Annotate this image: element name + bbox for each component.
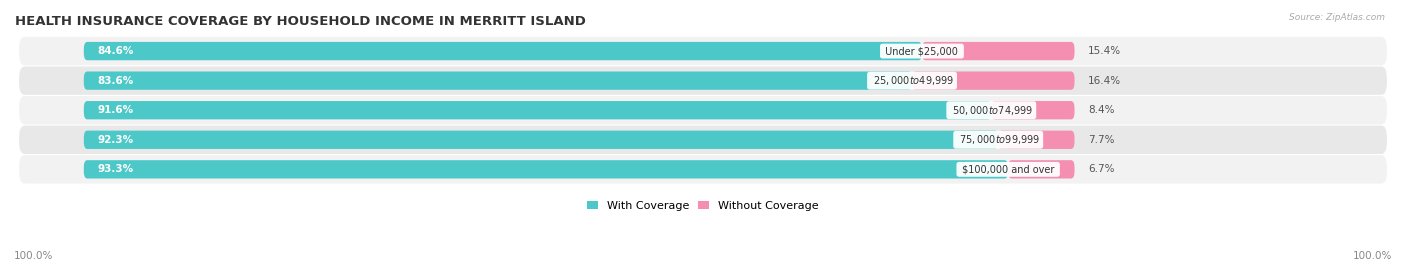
Text: 92.3%: 92.3% [97, 135, 134, 145]
Text: 91.6%: 91.6% [97, 105, 134, 115]
FancyBboxPatch shape [922, 42, 1074, 60]
FancyBboxPatch shape [20, 37, 1386, 65]
FancyBboxPatch shape [84, 72, 912, 90]
Text: $25,000 to $49,999: $25,000 to $49,999 [869, 74, 955, 87]
Text: Source: ZipAtlas.com: Source: ZipAtlas.com [1289, 13, 1385, 22]
FancyBboxPatch shape [991, 101, 1074, 119]
FancyBboxPatch shape [84, 131, 998, 149]
Text: $100,000 and over: $100,000 and over [959, 164, 1057, 174]
Text: 16.4%: 16.4% [1088, 76, 1122, 86]
FancyBboxPatch shape [84, 42, 922, 60]
FancyBboxPatch shape [84, 101, 991, 119]
FancyBboxPatch shape [912, 72, 1074, 90]
Text: 100.0%: 100.0% [14, 251, 53, 261]
Text: 8.4%: 8.4% [1088, 105, 1115, 115]
FancyBboxPatch shape [1008, 160, 1074, 179]
Text: $50,000 to $74,999: $50,000 to $74,999 [949, 104, 1033, 117]
Text: 93.3%: 93.3% [97, 164, 134, 174]
Text: 7.7%: 7.7% [1088, 135, 1115, 145]
FancyBboxPatch shape [20, 155, 1386, 183]
Legend: With Coverage, Without Coverage: With Coverage, Without Coverage [582, 196, 824, 215]
FancyBboxPatch shape [20, 126, 1386, 154]
Text: 6.7%: 6.7% [1088, 164, 1115, 174]
Text: Under $25,000: Under $25,000 [883, 46, 962, 56]
Text: 84.6%: 84.6% [97, 46, 134, 56]
Text: 100.0%: 100.0% [1353, 251, 1392, 261]
FancyBboxPatch shape [998, 131, 1074, 149]
Text: 15.4%: 15.4% [1088, 46, 1122, 56]
FancyBboxPatch shape [20, 66, 1386, 95]
Text: 83.6%: 83.6% [97, 76, 134, 86]
FancyBboxPatch shape [84, 160, 1008, 179]
Text: $75,000 to $99,999: $75,000 to $99,999 [956, 133, 1040, 146]
FancyBboxPatch shape [20, 96, 1386, 124]
Text: HEALTH INSURANCE COVERAGE BY HOUSEHOLD INCOME IN MERRITT ISLAND: HEALTH INSURANCE COVERAGE BY HOUSEHOLD I… [15, 15, 586, 28]
